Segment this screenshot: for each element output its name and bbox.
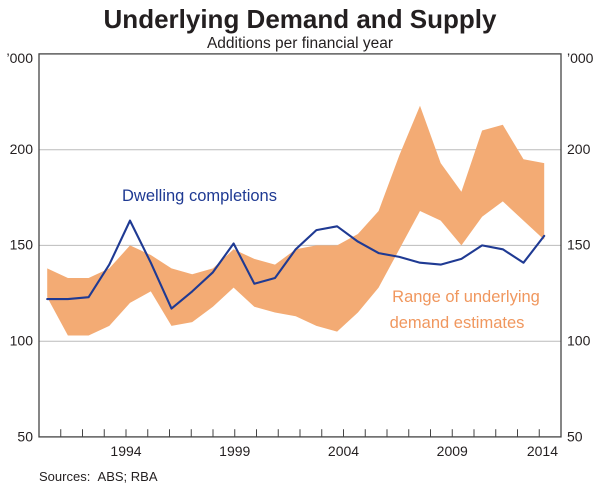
svg-text:100: 100 [567,333,591,349]
svg-text:150: 150 [10,237,34,253]
svg-text:Range of underlying: Range of underlying [392,288,540,306]
svg-text:2009: 2009 [437,443,468,459]
svg-text:1994: 1994 [110,443,141,459]
svg-text:1999: 1999 [219,443,250,459]
svg-text:Dwelling completions: Dwelling completions [122,187,277,205]
svg-text:’000: ’000 [7,50,34,66]
svg-text:50: 50 [17,429,33,445]
svg-text:Sources: ABS; RBA: Sources: ABS; RBA [39,469,158,484]
svg-text:100: 100 [10,333,34,349]
svg-text:50: 50 [567,429,583,445]
svg-text:200: 200 [10,141,34,157]
svg-text:demand estimates: demand estimates [390,314,525,332]
svg-text:’000: ’000 [567,50,594,66]
svg-text:150: 150 [567,237,591,253]
svg-text:2004: 2004 [328,443,359,459]
svg-text:200: 200 [567,141,591,157]
svg-text:2014: 2014 [527,443,558,459]
